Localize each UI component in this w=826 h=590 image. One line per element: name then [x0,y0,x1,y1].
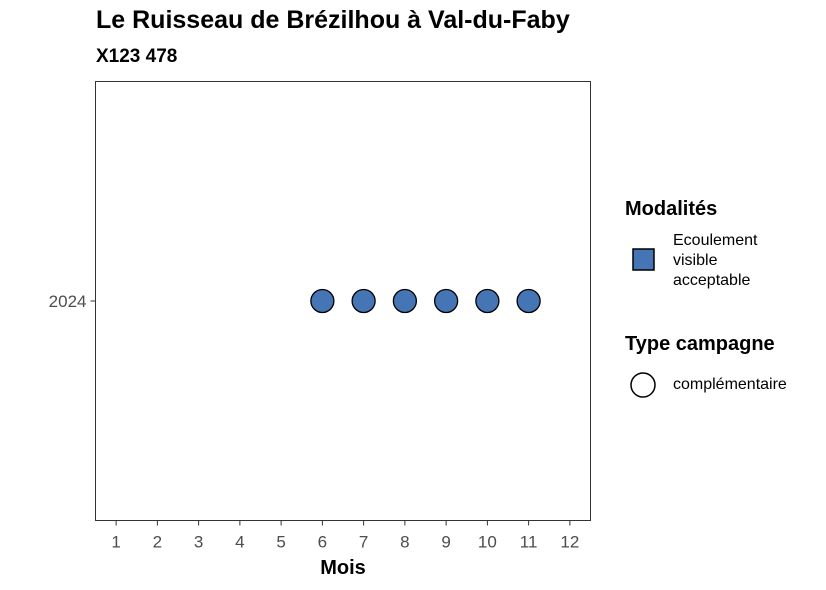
data-point [516,288,541,314]
x-axis: 1 2 3 4 5 6 7 8 9 10 11 12 [111,520,579,552]
x-tick-label: 5 [276,533,285,552]
x-tick-label: 7 [359,533,368,552]
x-tick-label: 2 [153,533,162,552]
x-tick-label: 1 [111,533,120,552]
data-point [475,288,500,314]
x-tick-label: 10 [478,533,497,552]
plot-panel [95,81,591,521]
x-tick-label: 3 [194,533,203,552]
data-point [392,288,418,314]
data-point [310,288,335,314]
x-tick-label: 8 [400,533,409,552]
data-point [433,288,459,314]
x-tick-label: 6 [318,533,327,552]
x-axis-title: Mois [320,557,366,579]
data-points [310,288,541,314]
data-point [351,288,376,314]
legend-modalite-label: Ecoulement visible acceptable [673,232,758,289]
x-tick-label: 4 [235,533,244,552]
chart-title: Le Ruisseau de Brézilhou à Val-du-Faby [96,6,570,34]
legend-modalites-title: Modalités [625,198,718,220]
y-axis: 2024 [49,292,96,311]
legend-campagne-label: complémentaire [673,376,787,393]
legend-modalite-swatch [632,248,655,271]
x-tick-label: 11 [520,533,538,552]
legend-campagne-symbol [630,372,656,398]
x-tick-label: 9 [441,533,450,552]
y-tick-label: 2024 [49,292,87,311]
legend-campagne-title: Type campagne [625,333,775,355]
x-tick-label: 12 [560,533,579,552]
chart-subtitle: X123 478 [96,46,178,67]
